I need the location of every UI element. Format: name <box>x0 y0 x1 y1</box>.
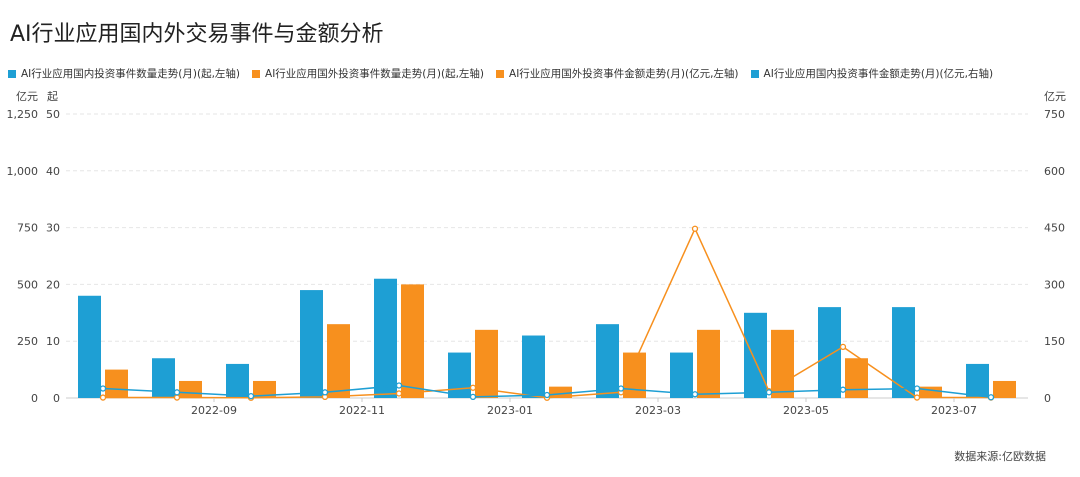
bar-foreign-count <box>253 380 276 398</box>
y-tick-label-left-outer: 500 <box>17 278 38 291</box>
bar-domestic-count <box>300 290 323 398</box>
bar-foreign-count <box>549 386 572 398</box>
point-foreign-amount <box>469 384 477 391</box>
y-tick-label-right: 750 <box>1044 108 1065 121</box>
bar-foreign-count <box>919 386 942 398</box>
point-domestic-amount <box>691 391 699 398</box>
y-tick-label-left-inner: 10 <box>46 335 60 348</box>
y-axis-unit-left-outer: 亿元 <box>16 90 38 103</box>
point-foreign-amount <box>913 394 921 401</box>
y-tick-label-left-inner: 0 <box>53 392 60 405</box>
y-axis-unit-left-inner: 起 <box>47 90 58 103</box>
legend-swatch <box>750 69 759 78</box>
bar-domestic-count <box>152 358 175 398</box>
y-tick-label-right: 600 <box>1044 165 1065 178</box>
y-tick-label-left-inner: 40 <box>46 165 60 178</box>
point-foreign-amount <box>839 343 847 351</box>
x-tick-label: 2023-01 <box>487 404 533 417</box>
x-tick-label: 2022-11 <box>339 404 385 417</box>
y-tick-label-right: 450 <box>1044 222 1065 235</box>
bar-domestic-count <box>374 278 397 398</box>
legend-item-domestic-count[interactable]: AI行业应用国内投资事件数量走势(月)(起,左轴) <box>8 66 240 81</box>
bar-domestic-count <box>448 352 471 398</box>
point-domestic-amount <box>469 393 477 401</box>
point-domestic-amount <box>987 394 995 401</box>
point-foreign-amount <box>691 225 699 232</box>
bar-domestic-count <box>670 352 693 398</box>
point-domestic-amount <box>247 392 255 400</box>
legend: AI行业应用国内投资事件数量走势(月)(起,左轴) AI行业应用国外投资事件数量… <box>8 66 993 81</box>
legend-swatch <box>8 69 16 78</box>
y-tick-label-left-outer: 1,000 <box>7 165 39 178</box>
bar-domestic-count <box>226 363 249 398</box>
bar-foreign-count <box>697 329 720 398</box>
point-domestic-amount <box>321 389 329 396</box>
x-tick-label: 2023-03 <box>635 404 681 417</box>
bar-foreign-count <box>179 380 202 398</box>
legend-label: AI行业应用国外投资事件数量走势(月)(起,左轴) <box>265 68 485 80</box>
chart-title: AI行业应用国内外交易事件与金额分析 <box>10 22 384 47</box>
point-domestic-amount <box>913 385 921 392</box>
point-domestic-amount <box>617 385 625 392</box>
y-axis-unit-right: 亿元 <box>1044 90 1066 103</box>
legend-label: AI行业应用国内投资事件金额走势(月)(亿元,右轴) <box>763 68 994 80</box>
y-tick-label-left-inner: 20 <box>46 278 60 291</box>
y-tick-label-left-outer: 250 <box>17 335 38 348</box>
point-domestic-amount <box>173 389 181 396</box>
y-tick-label-left-outer: 0 <box>31 392 38 405</box>
y-tick-label-left-inner: 30 <box>46 222 60 235</box>
x-tick-label: 2022-09 <box>191 404 237 417</box>
bar-foreign-count <box>771 329 794 398</box>
point-foreign-amount <box>173 394 181 401</box>
bar-domestic-count <box>744 312 767 398</box>
legend-label: AI行业应用国外投资事件金额走势(月)(亿元,左轴) <box>509 68 739 80</box>
bar-domestic-count <box>522 335 545 398</box>
x-tick-label: 2023-07 <box>931 404 977 417</box>
y-tick-label-left-outer: 1,250 <box>7 108 39 121</box>
legend-swatch <box>496 69 505 78</box>
data-source: 数据来源:亿欧数据 <box>954 450 1046 463</box>
bar-foreign-count <box>475 329 498 398</box>
legend-swatch <box>252 69 261 78</box>
y-tick-label-right: 300 <box>1044 278 1065 291</box>
legend-item-foreign-count[interactable]: AI行业应用国外投资事件数量走势(月)(起,左轴) <box>252 66 484 81</box>
y-tick-label-left-inner: 50 <box>46 108 60 121</box>
point-domestic-amount <box>765 389 773 396</box>
bar-foreign-count <box>845 358 868 398</box>
point-domestic-amount <box>839 386 847 393</box>
y-tick-label-right: 150 <box>1044 335 1065 348</box>
point-foreign-amount <box>99 394 107 401</box>
point-domestic-amount <box>395 382 403 389</box>
bar-domestic-count <box>596 324 619 398</box>
bar-domestic-count <box>78 295 101 398</box>
bar-foreign-count <box>993 380 1016 398</box>
bar-domestic-count <box>966 363 989 398</box>
legend-item-foreign-amount[interactable]: AI行业应用国外投资事件金额走势(月)(亿元,左轴) <box>496 66 739 81</box>
bar-domestic-count <box>818 307 841 398</box>
x-tick-label: 2023-05 <box>783 404 829 417</box>
legend-label: AI行业应用国内投资事件数量走势(月)(起,左轴) <box>21 68 241 80</box>
point-domestic-amount <box>543 391 551 399</box>
y-tick-label-left-outer: 750 <box>17 222 38 235</box>
legend-item-domestic-amount[interactable]: AI行业应用国内投资事件金额走势(月)(亿元,右轴) <box>750 66 994 81</box>
point-domestic-amount <box>99 385 107 392</box>
point-foreign-amount <box>395 390 403 397</box>
bar-foreign-count <box>623 352 646 398</box>
bar-foreign-count <box>401 284 424 398</box>
bar-domestic-count <box>892 307 915 398</box>
bar-foreign-count <box>327 324 350 398</box>
bar-foreign-count <box>105 369 128 398</box>
y-tick-label-right: 0 <box>1044 392 1051 405</box>
